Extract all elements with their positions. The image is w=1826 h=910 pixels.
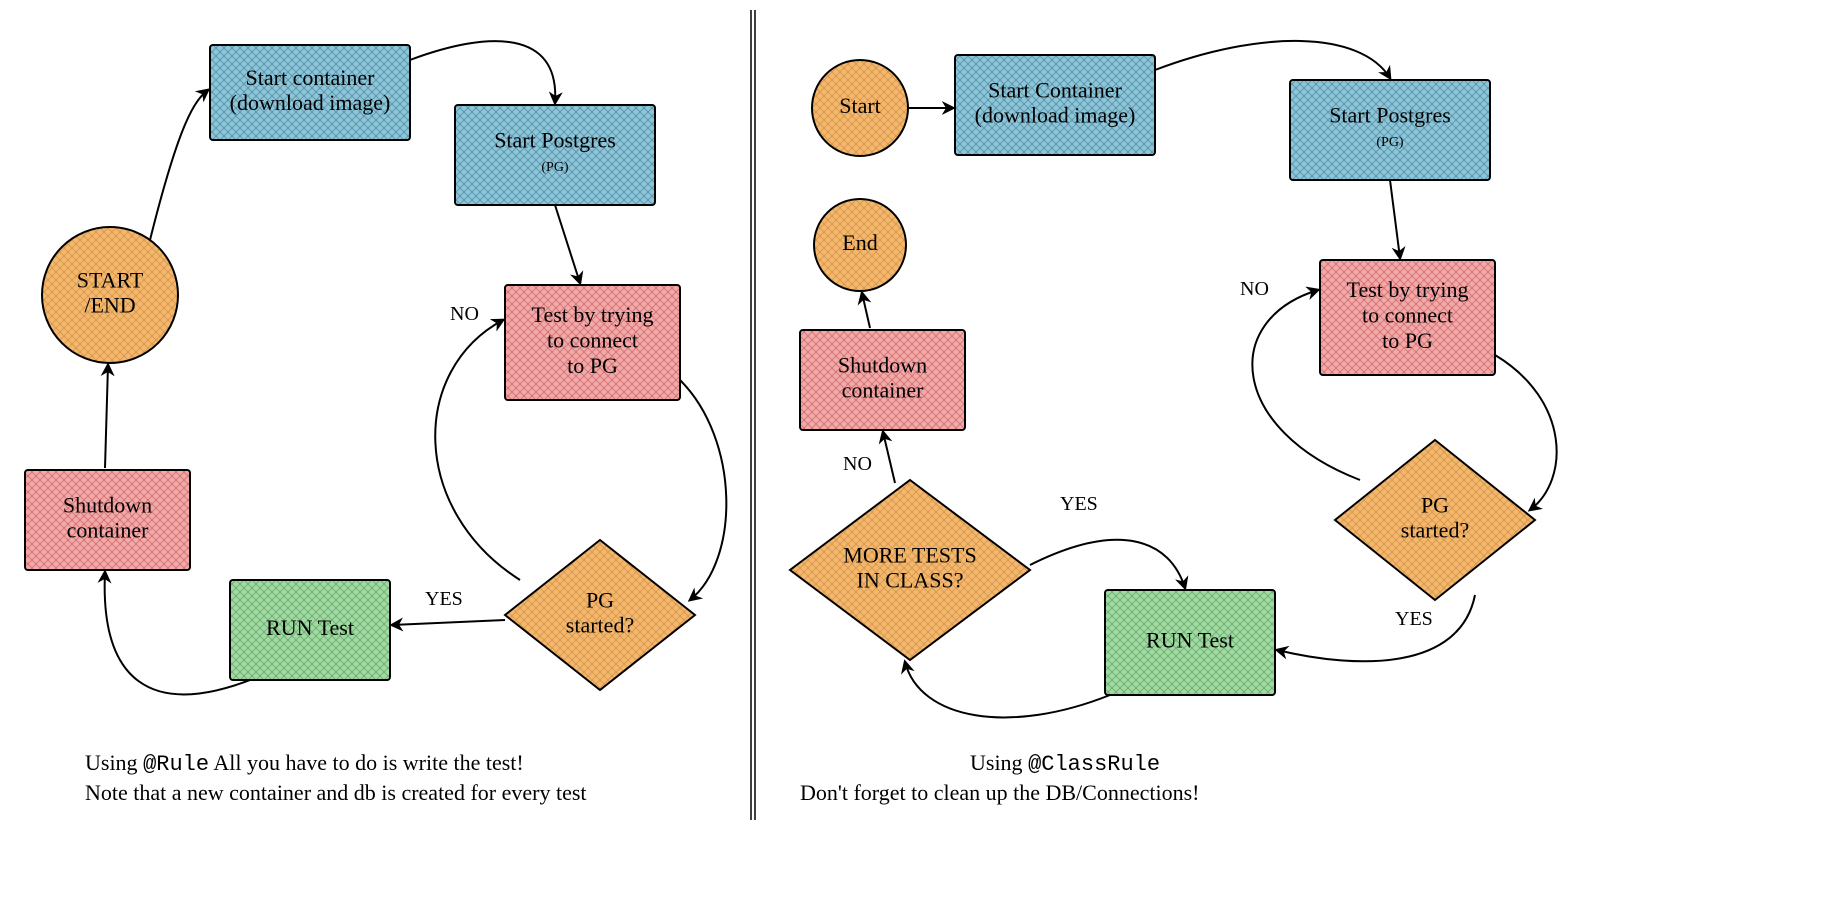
edge-right-pg_started-run_test: YES: [1277, 595, 1475, 661]
node-right-pg_started: PGstarted?: [1335, 440, 1535, 600]
caption-line: Don't forget to clean up the DB/Connecti…: [800, 780, 1199, 805]
edge-label: YES: [425, 588, 463, 610]
node-right-start_container: Start Container(download image): [955, 55, 1155, 155]
edge-left-test_connect-pg_started: [680, 380, 726, 600]
node-label: started?: [566, 613, 634, 638]
node-left-pg_started: PGstarted?: [505, 540, 695, 690]
node-left-start_postgres: Start Postgres (PG): [455, 105, 655, 205]
node-label: Shutdown: [838, 352, 927, 377]
node-label: IN CLASS?: [857, 568, 964, 593]
edge-label: YES: [1395, 608, 1433, 630]
node-left-start_container: Start container(download image): [210, 45, 410, 140]
node-label: Start Postgres: [1329, 102, 1451, 127]
node-right-shutdown: Shutdowncontainer: [800, 330, 965, 430]
node-label: (download image): [975, 103, 1136, 128]
node-label: Start Postgres: [494, 127, 616, 152]
node-left-shutdown: Shutdowncontainer: [25, 470, 190, 570]
edge-left-start_end-start_container: [150, 90, 208, 240]
node-label: PG: [1421, 492, 1449, 517]
node-label: MORE TESTS: [843, 542, 976, 567]
node-label: container: [842, 378, 925, 403]
node-sublabel: (PG): [1376, 135, 1404, 150]
node-label: End: [842, 230, 877, 255]
edge-right-test_connect-pg_started: [1495, 355, 1557, 510]
node-label: Shutdown: [63, 492, 152, 517]
edge-right-start_postgres-test_connect: [1390, 180, 1400, 258]
edge-right-more_tests-shutdown: NO: [843, 432, 895, 483]
node-label: to connect: [547, 328, 638, 353]
node-left-run_test: RUN Test: [230, 580, 390, 680]
node-label: RUN Test: [1146, 628, 1234, 653]
edge-left-shutdown-start_end: [105, 365, 108, 468]
node-label: container: [67, 518, 150, 543]
node-left-test_connect: Test by tryingto connectto PG: [505, 285, 680, 400]
edge-left-pg_started-run_test: YES: [392, 588, 505, 625]
edge-right-start_container-start_postgres: [1155, 41, 1390, 78]
node-label: Start Container: [988, 77, 1122, 102]
node-label: /END: [84, 293, 135, 318]
node-label: to PG: [1382, 328, 1433, 353]
edge-label: YES: [1060, 493, 1098, 515]
node-label: RUN Test: [266, 615, 354, 640]
edge-left-start_container-start_postgres: [410, 41, 555, 103]
node-left-start_end: START/END: [42, 227, 178, 363]
node-right-end: End: [814, 199, 906, 291]
node-label: START: [77, 267, 144, 292]
edge-left-start_postgres-test_connect: [555, 205, 580, 283]
node-label: Start container: [246, 65, 376, 90]
edge-right-more_tests-run_test: YES: [1030, 493, 1185, 588]
node-sublabel: (PG): [541, 160, 569, 175]
caption-line: Using @ClassRule: [970, 750, 1160, 777]
node-label: to PG: [567, 353, 618, 378]
caption-line: Using @Rule All you have to do is write …: [85, 750, 524, 777]
node-label: started?: [1401, 518, 1469, 543]
edge-right-run_test-more_tests: [905, 662, 1110, 717]
node-right-start_postgres: Start Postgres (PG): [1290, 80, 1490, 180]
caption-line: Note that a new container and db is crea…: [85, 780, 587, 805]
edge-right-shutdown-end: [862, 293, 870, 328]
edge-label: NO: [843, 453, 872, 475]
edge-label: NO: [1240, 278, 1269, 300]
node-label: to connect: [1362, 303, 1453, 328]
node-label: Test by trying: [1347, 277, 1469, 302]
node-right-start: Start: [812, 60, 908, 156]
edge-label: NO: [450, 303, 479, 325]
node-label: Test by trying: [532, 302, 654, 327]
node-right-more_tests: MORE TESTSIN CLASS?: [790, 480, 1030, 660]
node-right-run_test: RUN Test: [1105, 590, 1275, 695]
flowchart-canvas: NOYESSTART/ENDStart container(download i…: [0, 0, 1826, 910]
node-label: Start: [839, 93, 881, 118]
node-right-test_connect: Test by tryingto connectto PG: [1320, 260, 1495, 375]
node-label: (download image): [230, 90, 391, 115]
node-label: PG: [586, 587, 614, 612]
